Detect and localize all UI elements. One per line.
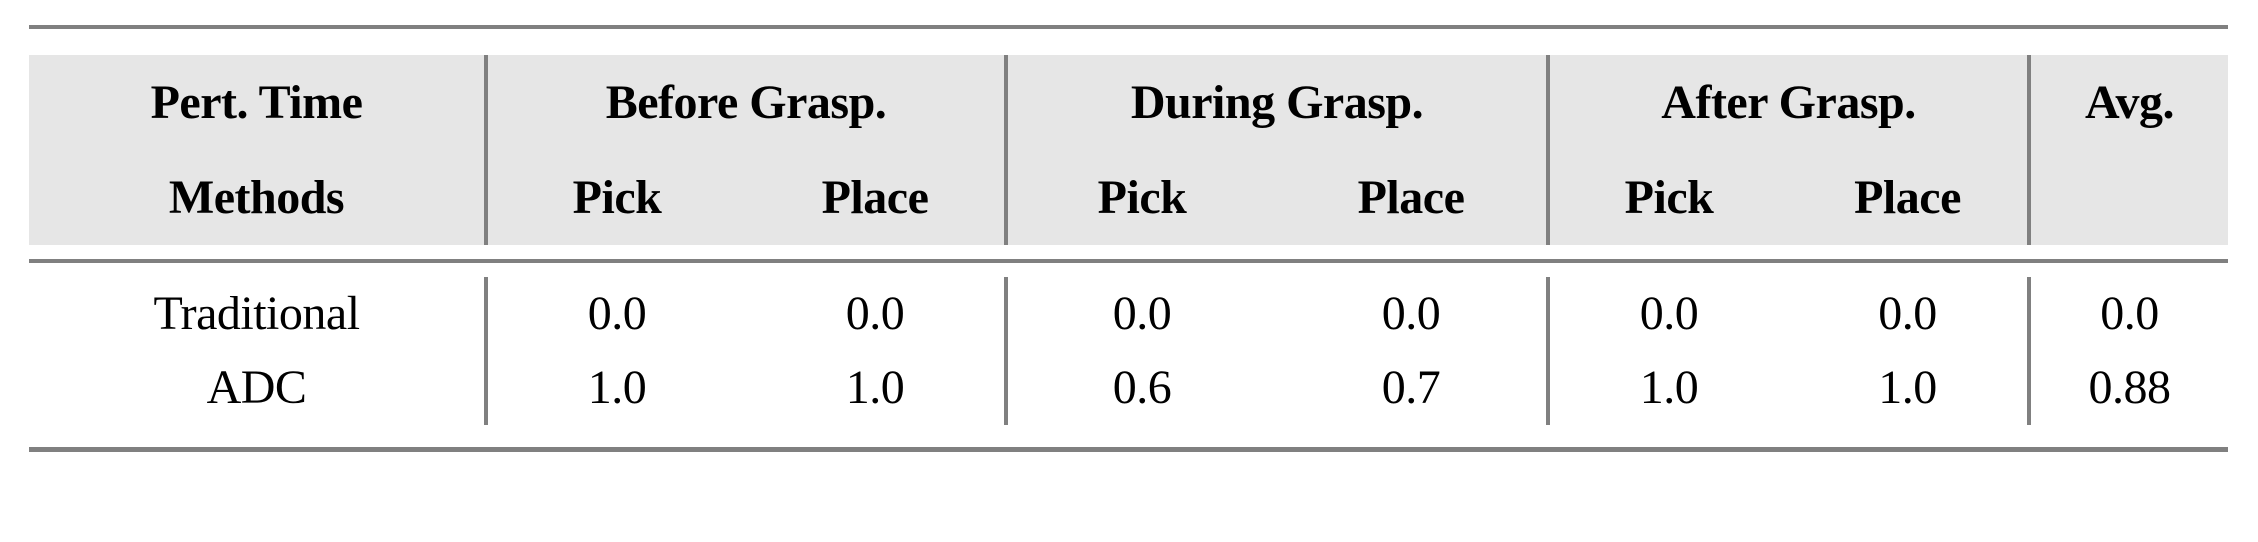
header-before-pick: Pick xyxy=(484,151,746,245)
cell-traditional-avg: 0.0 xyxy=(2027,277,2228,351)
bottom-rule-row xyxy=(29,447,2228,452)
cell-traditional-during-place: 0.0 xyxy=(1276,277,1548,351)
header-after-pick: Pick xyxy=(1546,151,1788,245)
header-group-before-grasp: Before Grasp. xyxy=(484,55,1006,151)
header-group-avg: Avg. xyxy=(2027,55,2228,151)
table-row: ADC 1.0 1.0 0.6 0.7 1.0 1.0 0.88 xyxy=(29,351,2228,425)
header-during-pick: Pick xyxy=(1004,151,1276,245)
cell-adc-during-place: 0.7 xyxy=(1276,351,1548,425)
row-method-adc: ADC xyxy=(29,351,486,425)
cell-adc-avg: 0.88 xyxy=(2027,351,2228,425)
gap-above-mid-rule xyxy=(29,245,2228,259)
top-rule-row xyxy=(29,25,2228,29)
cell-traditional-after-pick: 0.0 xyxy=(1546,277,1788,351)
mid-rule xyxy=(29,259,2228,263)
cell-adc-before-place: 1.0 xyxy=(746,351,1006,425)
header-before-place: Place xyxy=(746,151,1006,245)
results-table: Pert. Time Before Grasp. During Grasp. A… xyxy=(29,25,2228,452)
top-rule xyxy=(29,25,2228,29)
header-group-after-grasp: After Grasp. xyxy=(1546,55,2029,151)
header-group-during-grasp: During Grasp. xyxy=(1004,55,1548,151)
header-row-group: Pert. Time Before Grasp. During Grasp. A… xyxy=(29,55,2228,151)
mid-rule-row xyxy=(29,259,2228,263)
gap-above-bottom-rule xyxy=(29,425,2228,447)
cell-traditional-after-place: 0.0 xyxy=(1788,277,2029,351)
header-during-place: Place xyxy=(1276,151,1548,245)
cell-adc-after-place: 1.0 xyxy=(1788,351,2029,425)
cell-adc-before-pick: 1.0 xyxy=(484,351,746,425)
cell-adc-after-pick: 1.0 xyxy=(1546,351,1788,425)
cell-adc-during-pick: 0.6 xyxy=(1004,351,1276,425)
cell-traditional-before-place: 0.0 xyxy=(746,277,1006,351)
header-pert-time: Pert. Time xyxy=(29,55,486,151)
cell-traditional-before-pick: 0.0 xyxy=(484,277,746,351)
table-row: Traditional 0.0 0.0 0.0 0.0 0.0 0.0 0.0 xyxy=(29,277,2228,351)
row-method-traditional: Traditional xyxy=(29,277,486,351)
header-row-sub: Methods Pick Place Pick Place Pick Place xyxy=(29,151,2228,245)
cell-traditional-during-pick: 0.0 xyxy=(1004,277,1276,351)
header-after-place: Place xyxy=(1788,151,2029,245)
gap-below-mid-rule xyxy=(29,263,2228,277)
gap-below-top-rule xyxy=(29,29,2228,55)
bottom-rule xyxy=(29,447,2228,452)
header-avg-blank xyxy=(2027,151,2228,245)
header-methods: Methods xyxy=(29,151,486,245)
